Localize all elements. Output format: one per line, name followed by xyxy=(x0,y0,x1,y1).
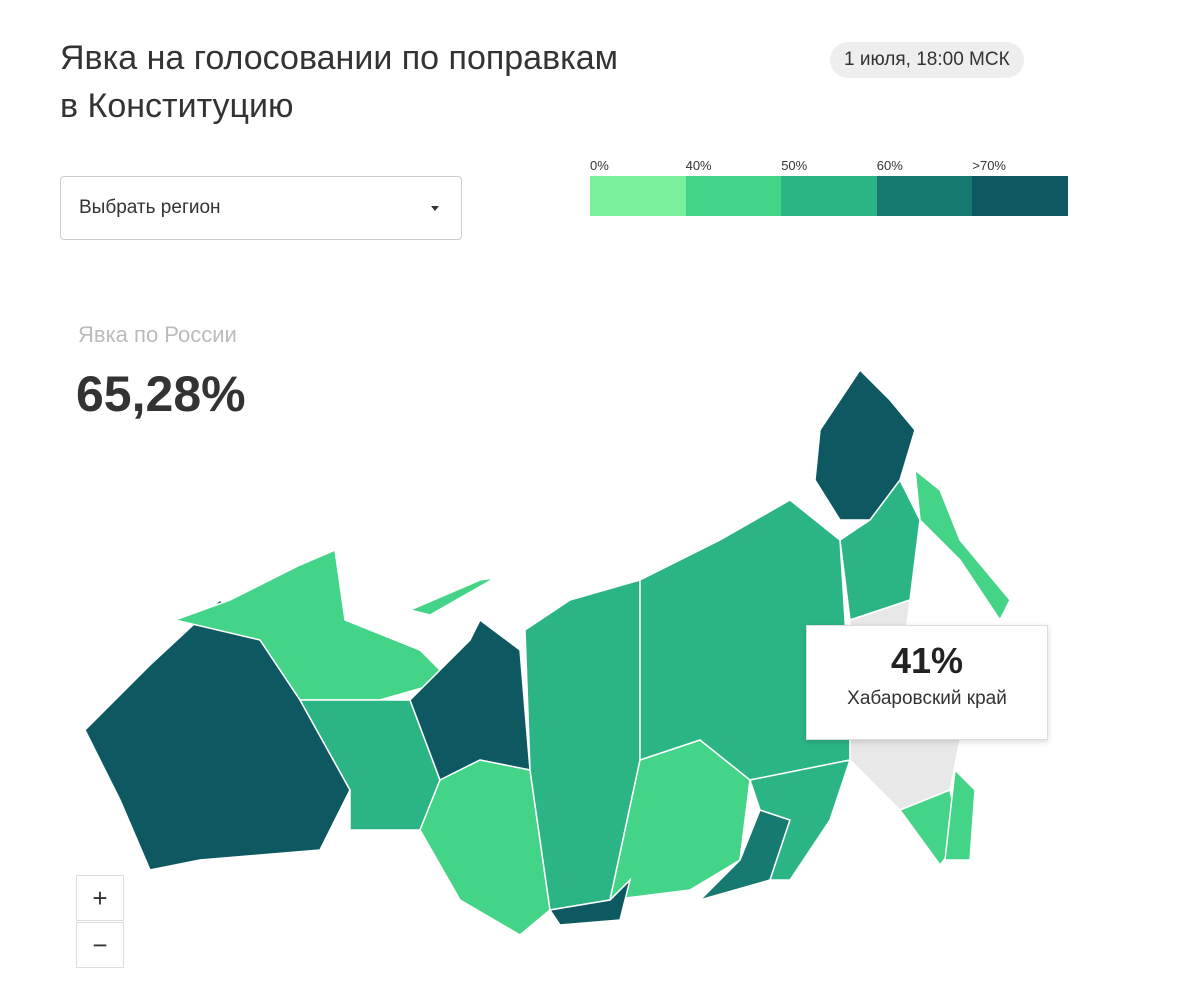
timestamp: 1 июля, 18:00 МСК xyxy=(830,42,1024,78)
legend-swatch xyxy=(876,176,973,216)
national-value: 65,28% xyxy=(76,366,246,422)
title-line: в Конституцию xyxy=(60,87,294,125)
legend-label: 40% xyxy=(685,158,712,173)
legend-swatch xyxy=(685,176,782,216)
legend: 0% 40% 50% 60% >70% xyxy=(590,158,1068,216)
tooltip: 41% Хабаровский край xyxy=(806,625,1048,740)
region[interactable] xyxy=(548,877,632,926)
legend-item: 60% xyxy=(876,158,973,216)
region[interactable] xyxy=(944,768,976,861)
legend-swatch xyxy=(781,176,877,216)
zoom-in[interactable]: + xyxy=(76,875,124,921)
title: Явка на голосовании по поправкам в Консти… xyxy=(60,34,618,130)
title-line: Явка на голосовании по поправкам xyxy=(60,39,619,77)
legend-item: 50% xyxy=(781,158,877,216)
legend-swatch xyxy=(972,176,1068,216)
legend-item: >70% xyxy=(972,158,1068,216)
legend-swatch xyxy=(590,176,686,216)
legend-label: 0% xyxy=(590,158,609,173)
zoom-out[interactable]: − xyxy=(76,922,124,968)
region[interactable] xyxy=(419,759,551,936)
region[interactable] xyxy=(407,577,496,616)
select-placeholder: Выбрать регион xyxy=(79,197,221,218)
legend-label: 50% xyxy=(781,158,808,173)
national-label: Явка по России xyxy=(78,322,237,347)
region[interactable] xyxy=(172,548,452,701)
tooltip-value: 41% xyxy=(890,640,964,681)
legend-item: 0% xyxy=(590,158,686,216)
dropdown-arrow xyxy=(431,206,439,211)
legend-label: 60% xyxy=(876,158,903,173)
region[interactable] xyxy=(749,759,852,881)
region[interactable] xyxy=(914,468,1011,622)
tooltip-region: Хабаровский край xyxy=(847,688,1007,709)
legend-label: >70% xyxy=(972,158,1006,173)
region-select[interactable]: Выбрать регион xyxy=(60,176,462,240)
legend-item: 40% xyxy=(685,158,782,216)
